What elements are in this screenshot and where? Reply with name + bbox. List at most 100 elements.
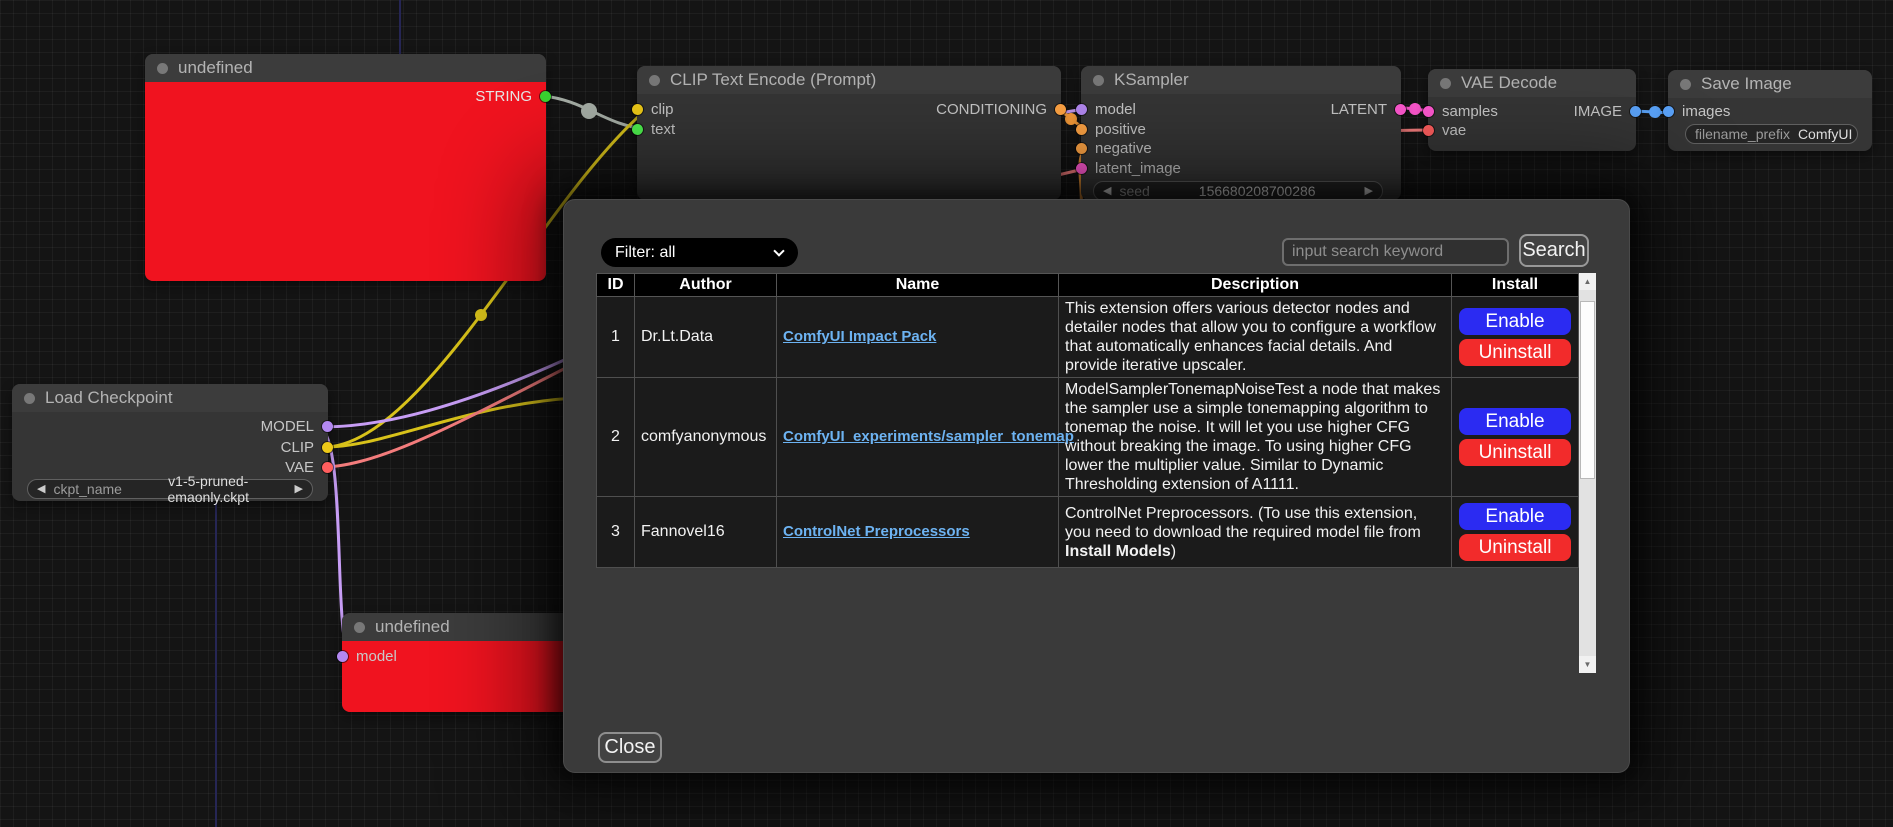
widget-right-arrow-icon[interactable]: ▶ xyxy=(294,482,303,495)
output-slot-clip[interactable]: CLIP xyxy=(281,438,333,456)
node-collapse-dot[interactable] xyxy=(1680,78,1691,90)
output-dot[interactable] xyxy=(322,441,333,453)
slot-label: vae xyxy=(1442,121,1467,139)
output-dot[interactable] xyxy=(322,461,333,473)
scrollbar-up-button[interactable]: ▲ xyxy=(1579,273,1596,290)
output-slot-image[interactable]: IMAGE xyxy=(1574,102,1641,120)
node-ksampler[interactable]: KSampler model positive negative latent_… xyxy=(1076,66,1406,201)
slot-label: negative xyxy=(1095,139,1152,157)
node-undefined-top[interactable]: undefined STRING xyxy=(145,54,551,281)
input-dot[interactable] xyxy=(1663,105,1674,117)
input-dot[interactable] xyxy=(632,103,643,115)
input-dot[interactable] xyxy=(632,123,643,135)
input-dot[interactable] xyxy=(337,650,348,662)
filename-prefix-widget[interactable]: filename_prefix ComfyUI xyxy=(1685,124,1858,144)
node-undefined-bottom[interactable]: undefined model xyxy=(337,613,572,712)
node-title-bar: undefined xyxy=(145,54,546,82)
input-slot-model[interactable]: model xyxy=(1076,100,1136,118)
output-dot[interactable] xyxy=(1630,105,1641,117)
input-dot[interactable] xyxy=(1076,162,1087,174)
node-collapse-dot[interactable] xyxy=(24,392,35,404)
extension-description: ControlNet Preprocessors. (To use this e… xyxy=(1058,496,1452,568)
output-slot-model[interactable]: MODEL xyxy=(261,417,333,435)
widget-right-arrow-icon[interactable]: ▶ xyxy=(1364,184,1373,197)
node-vae-decode[interactable]: VAE Decode samples vae IMAGE xyxy=(1423,69,1641,151)
extension-author: Fannovel16 xyxy=(634,496,777,568)
widget-label: filename_prefix xyxy=(1695,126,1790,142)
extension-link[interactable]: ComfyUI Impact Pack xyxy=(783,328,937,345)
table-scrollbar[interactable]: ▲ ▼ xyxy=(1579,273,1596,673)
node-collapse-dot[interactable] xyxy=(649,74,660,86)
slot-label: images xyxy=(1682,102,1731,120)
seed-widget[interactable]: ◀ seed 156680208700286 ▶ xyxy=(1093,181,1383,201)
widget-label: ckpt_name xyxy=(53,481,122,497)
node-clip-text-encode[interactable]: CLIP Text Encode (Prompt) clip text COND… xyxy=(632,66,1066,200)
output-dot[interactable] xyxy=(1055,103,1066,115)
input-slot-latent-image[interactable]: latent_image xyxy=(1076,159,1181,177)
scrollbar-thumb[interactable] xyxy=(1580,301,1595,479)
input-slot-negative[interactable]: negative xyxy=(1076,139,1152,157)
node-load-checkpoint[interactable]: Load Checkpoint MODEL CLIP VAE ◀ ckpt_na… xyxy=(12,384,333,505)
node-title-bar: Load Checkpoint xyxy=(12,384,328,412)
search-input[interactable] xyxy=(1282,238,1509,266)
extension-id: 3 xyxy=(596,496,635,568)
input-dot[interactable] xyxy=(1423,105,1434,117)
widget-left-arrow-icon[interactable]: ◀ xyxy=(37,482,46,495)
extension-manager-dialog: Filter: all Search ID Author Name Descri… xyxy=(563,199,1630,773)
uninstall-button[interactable]: Uninstall xyxy=(1459,534,1571,561)
input-slot-vae[interactable]: vae xyxy=(1423,121,1466,139)
extension-link[interactable]: ComfyUI_experiments/sampler_tonemap xyxy=(783,428,1074,445)
output-slot-string[interactable]: STRING xyxy=(475,87,551,105)
extension-name-cell: ComfyUI Impact Pack xyxy=(776,296,1059,378)
output-dot[interactable] xyxy=(540,90,551,102)
node-title-bar: CLIP Text Encode (Prompt) xyxy=(637,66,1061,94)
node-collapse-dot[interactable] xyxy=(157,62,168,74)
node-collapse-dot[interactable] xyxy=(1440,77,1451,89)
input-dot[interactable] xyxy=(1076,123,1087,135)
input-slot-samples[interactable]: samples xyxy=(1423,102,1498,120)
uninstall-button[interactable]: Uninstall xyxy=(1459,339,1571,366)
enable-button[interactable]: Enable xyxy=(1459,503,1571,530)
slot-label: latent_image xyxy=(1095,159,1181,177)
input-dot[interactable] xyxy=(1076,103,1087,115)
extension-link[interactable]: ControlNet Preprocessors xyxy=(783,523,970,540)
extensions-table: ID Author Name Description Install 1 Dr.L… xyxy=(596,273,1579,568)
input-dot[interactable] xyxy=(1076,142,1087,154)
wire-dot xyxy=(475,309,487,321)
filter-select[interactable]: Filter: all xyxy=(601,238,798,267)
header-description: Description xyxy=(1058,273,1452,297)
slot-label: VAE xyxy=(285,458,314,476)
enable-button[interactable]: Enable xyxy=(1459,308,1571,335)
scrollbar-down-button[interactable]: ▼ xyxy=(1579,656,1596,673)
input-slot-images[interactable]: images xyxy=(1663,102,1730,120)
description-text: ) xyxy=(1170,542,1177,560)
node-collapse-dot[interactable] xyxy=(354,621,365,633)
widget-left-arrow-icon[interactable]: ◀ xyxy=(1103,184,1112,197)
extension-id: 2 xyxy=(596,377,635,497)
extension-description: ModelSamplerTonemapNoiseTest a node that… xyxy=(1058,377,1452,497)
extension-row: 1 Dr.Lt.Data ComfyUI Impact Pack This exten… xyxy=(596,296,1579,378)
output-slot-vae[interactable]: VAE xyxy=(285,458,333,476)
uninstall-button[interactable]: Uninstall xyxy=(1459,439,1571,466)
node-save-image[interactable]: Save Image images filename_prefix ComfyU… xyxy=(1663,70,1872,151)
error-node-body xyxy=(145,82,546,281)
canvas-axis-line xyxy=(399,0,401,54)
output-dot[interactable] xyxy=(1395,103,1406,115)
node-collapse-dot[interactable] xyxy=(1093,74,1104,86)
input-slot-text[interactable]: text xyxy=(632,120,675,138)
slot-label: CONDITIONING xyxy=(936,100,1047,118)
output-slot-conditioning[interactable]: CONDITIONING xyxy=(936,100,1066,118)
extension-author: Dr.Lt.Data xyxy=(634,296,777,378)
input-slot-clip[interactable]: clip xyxy=(632,100,674,118)
output-slot-latent[interactable]: LATENT xyxy=(1331,100,1406,118)
input-dot[interactable] xyxy=(1423,124,1434,136)
output-dot[interactable] xyxy=(322,420,333,432)
widget-value: 156680208700286 xyxy=(1198,183,1316,199)
input-slot-positive[interactable]: positive xyxy=(1076,120,1146,138)
enable-button[interactable]: Enable xyxy=(1459,408,1571,435)
search-button[interactable]: Search xyxy=(1519,234,1589,267)
ckpt-name-widget[interactable]: ◀ ckpt_name v1-5-pruned-emaonly.ckpt ▶ xyxy=(27,473,313,505)
close-button[interactable]: Close xyxy=(598,732,662,763)
input-slot-model[interactable]: model xyxy=(337,647,397,665)
